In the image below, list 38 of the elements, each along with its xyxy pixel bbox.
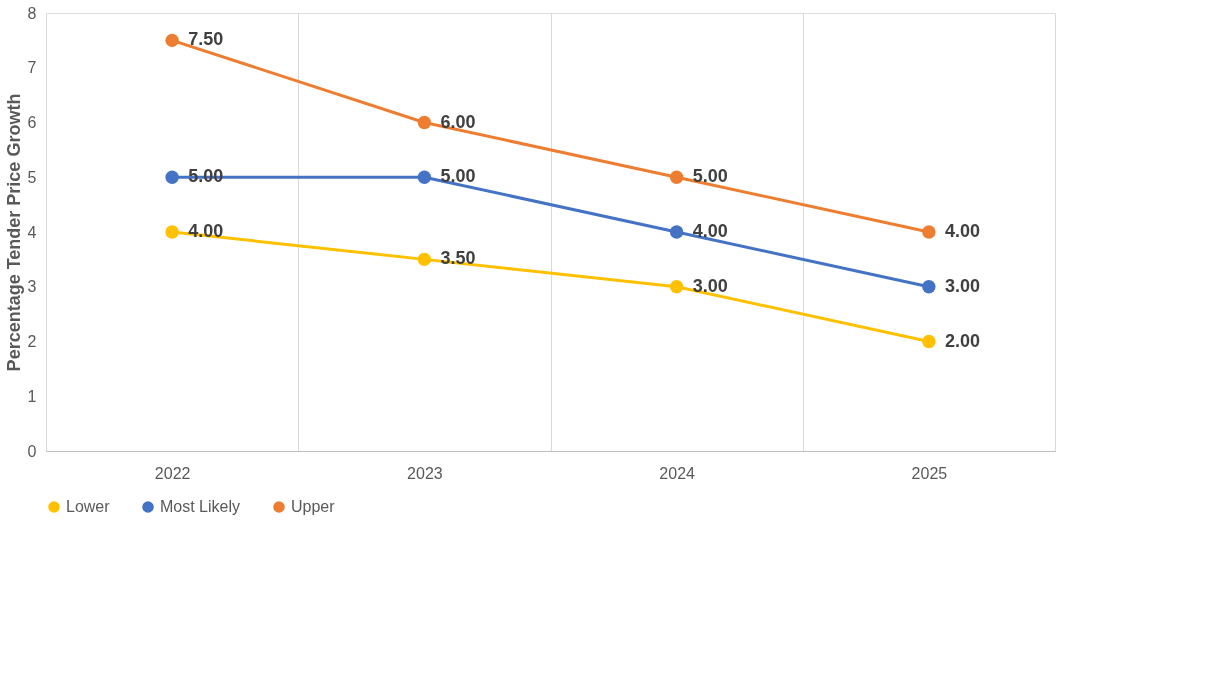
legend-label: Lower [66, 498, 111, 515]
point [417, 170, 432, 184]
x-tick-label: 2023 [407, 464, 443, 482]
data-label: 5.00 [440, 166, 476, 187]
data-label: 4.00 [692, 221, 728, 241]
data-label: 4.00 [944, 221, 980, 241]
y-tick-label: 1 [27, 387, 37, 405]
data-label: 3.00 [944, 275, 980, 296]
point [922, 280, 936, 294]
point [922, 334, 936, 349]
data-label: 2.00 [944, 330, 980, 351]
y-tick-label: 5 [27, 168, 37, 186]
y-tick-label: 0 [27, 442, 37, 460]
point [165, 33, 179, 48]
point [165, 225, 179, 239]
point [922, 225, 936, 239]
x-tick-label: 2022 [154, 464, 191, 482]
y-tick-label: 4 [27, 223, 37, 241]
x-tick-label: 2024 [659, 464, 696, 482]
data-label: 7.50 [188, 29, 224, 50]
y-tick-label: 2 [27, 333, 37, 350]
point [669, 170, 684, 184]
point [417, 252, 432, 267]
point [669, 280, 684, 294]
y-tick-label: 6 [27, 114, 37, 131]
data-label: 3.00 [692, 275, 728, 296]
y-tick-label: 3 [27, 278, 37, 296]
data-label: 6.00 [440, 111, 476, 132]
legend-label: Upper [291, 498, 336, 515]
point [417, 115, 432, 130]
point [165, 170, 179, 184]
y-tick-label: 7 [27, 59, 37, 77]
data-label: 5.00 [692, 166, 728, 187]
legend-label: Most Likely [160, 498, 241, 515]
point [669, 225, 684, 239]
y-tick-label: 8 [27, 4, 37, 22]
y-axis-title: Percentage Tender Price Growth [3, 93, 24, 372]
x-tick-label: 2025 [911, 464, 948, 482]
